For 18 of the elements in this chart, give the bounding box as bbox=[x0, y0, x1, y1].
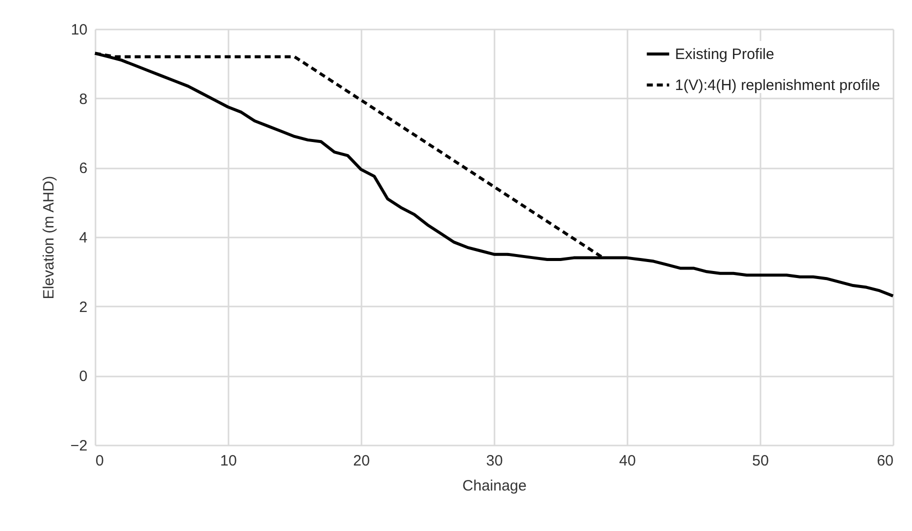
legend-label: 1(V):4(H) replenishment profile bbox=[675, 77, 880, 94]
y-tick-label: 10 bbox=[70, 22, 88, 38]
x-tick-label: 50 bbox=[752, 452, 769, 470]
y-tick-label: 4 bbox=[79, 230, 88, 246]
y-tick-label: 6 bbox=[79, 160, 88, 178]
y-tick-label: 8 bbox=[79, 90, 88, 108]
x-tick-label: 0 bbox=[96, 452, 104, 470]
y-axis-title: Elevation (m AHD) bbox=[40, 176, 58, 300]
x-tick-label: 20 bbox=[353, 452, 370, 470]
x-axis-title: Chainage bbox=[462, 478, 527, 494]
x-tick-label: 30 bbox=[486, 452, 503, 470]
legend-label: Existing Profile bbox=[675, 46, 774, 63]
x-tick-label: 10 bbox=[220, 452, 237, 470]
y-tick-label: 0 bbox=[79, 368, 88, 386]
x-tick-label: 40 bbox=[619, 452, 636, 470]
x-tick-label: 60 bbox=[876, 452, 894, 470]
y-tick-label: −2 bbox=[70, 438, 88, 454]
y-tick-label: 2 bbox=[79, 298, 88, 316]
